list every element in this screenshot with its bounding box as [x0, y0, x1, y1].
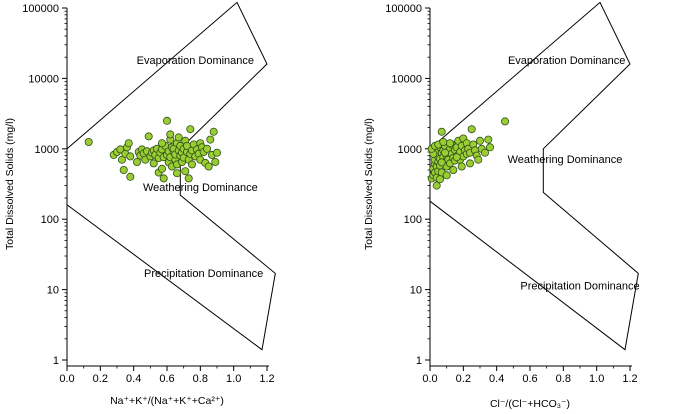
data-point — [449, 165, 458, 174]
x-tick-label: 0.4 — [126, 373, 141, 385]
data-point — [187, 160, 196, 169]
data-point — [159, 174, 168, 183]
data-point — [144, 132, 153, 141]
x-axis-title: Na⁺+K⁺/(Na⁺+K⁺+Ca²⁺) — [110, 395, 224, 407]
x-tick-label: 0.0 — [59, 373, 74, 385]
data-point — [475, 136, 484, 145]
region-label: Evaporation Dominance — [508, 55, 625, 67]
x-tick-label: 0.6 — [522, 373, 537, 385]
data-point — [186, 125, 195, 134]
data-point — [126, 152, 135, 161]
region-label: Precipitation Dominance — [144, 268, 263, 280]
data-point — [437, 158, 446, 167]
data-point — [435, 175, 444, 184]
y-tick-label: 10000 — [28, 73, 59, 85]
data-point — [157, 139, 166, 148]
data-point — [202, 144, 211, 153]
data-point — [437, 127, 446, 136]
data-point — [132, 157, 141, 166]
data-point — [440, 148, 449, 157]
data-point — [174, 133, 183, 142]
data-point — [467, 125, 476, 134]
x-tick-label: 0.8 — [193, 373, 208, 385]
data-point — [181, 167, 190, 176]
data-point — [442, 171, 451, 180]
y-tick-label: 1 — [416, 355, 422, 367]
x-tick-label: 0.4 — [489, 373, 504, 385]
data-point — [166, 130, 175, 139]
x-tick-label: 0.0 — [422, 373, 437, 385]
gibbs-boundary — [429, 1, 639, 351]
x-tick-label: 1.0 — [589, 373, 604, 385]
data-point — [126, 172, 135, 181]
region-label: Weathering Dominance — [508, 154, 623, 166]
chart-right: 1 10 100 1000 10000 100000 0.0 0.2 0.4 0.6 0.8 1.0 1… — [363, 1, 640, 410]
data-point — [149, 159, 158, 168]
x-axis-title: Cl⁻/(Cl⁻+HCO₃⁻) — [490, 398, 570, 410]
data-point — [432, 181, 441, 190]
data-point — [124, 139, 133, 148]
data-point — [480, 148, 489, 157]
y-axis-title: Total Dissolved Solids (mg/l) — [363, 118, 375, 250]
data-point — [484, 135, 493, 144]
y-tick-label: 100000 — [22, 3, 59, 15]
data-point — [474, 155, 483, 164]
y-tick-label: 1 — [53, 355, 59, 367]
x-tick-label: 1.0 — [226, 373, 241, 385]
data-point — [184, 174, 193, 183]
data-point — [209, 127, 218, 136]
y-tick-label: 100 — [41, 214, 59, 226]
chart-left: 1 10 100 1000 10000 100000 0.0 0.2 0.4 0.6 0.8 1.0 1… — [4, 1, 276, 407]
y-tick-label: 10000 — [391, 73, 422, 85]
data-point — [500, 117, 509, 126]
data-point — [439, 137, 448, 146]
y-tick-label: 1000 — [398, 144, 422, 156]
x-tick-label: 0.2 — [93, 373, 108, 385]
data-point — [485, 143, 494, 152]
data-point — [162, 116, 171, 125]
region-label: Weathering Dominance — [143, 182, 258, 194]
data-point — [212, 148, 221, 157]
data-point — [84, 137, 93, 146]
data-point — [157, 164, 166, 173]
region-label: Evaporation Dominance — [137, 55, 254, 67]
y-tick-label: 10 — [410, 285, 422, 297]
data-point — [445, 139, 454, 148]
y-axis-title: Total Dissolved Solids (mg/l) — [4, 118, 16, 250]
data-point — [204, 162, 213, 171]
x-tick-label: 1.2 — [622, 373, 637, 385]
x-tick-label: 0.6 — [159, 373, 174, 385]
data-point — [206, 135, 215, 144]
data-point — [452, 153, 461, 162]
data-point — [465, 159, 474, 168]
data-point — [119, 165, 128, 174]
y-tick-label: 100000 — [385, 3, 422, 15]
y-tick-label: 1000 — [35, 144, 59, 156]
gibbs-boundary — [66, 1, 276, 351]
y-tick-label: 100 — [404, 214, 422, 226]
x-tick-label: 1.2 — [259, 373, 274, 385]
data-point — [118, 155, 127, 164]
data-point — [172, 169, 181, 178]
y-tick-label: 10 — [47, 285, 59, 297]
data-point — [457, 162, 466, 171]
x-tick-label: 0.2 — [456, 373, 471, 385]
data-point — [211, 157, 220, 166]
region-label: Precipitation Dominance — [520, 281, 639, 293]
x-tick-label: 0.8 — [556, 373, 571, 385]
